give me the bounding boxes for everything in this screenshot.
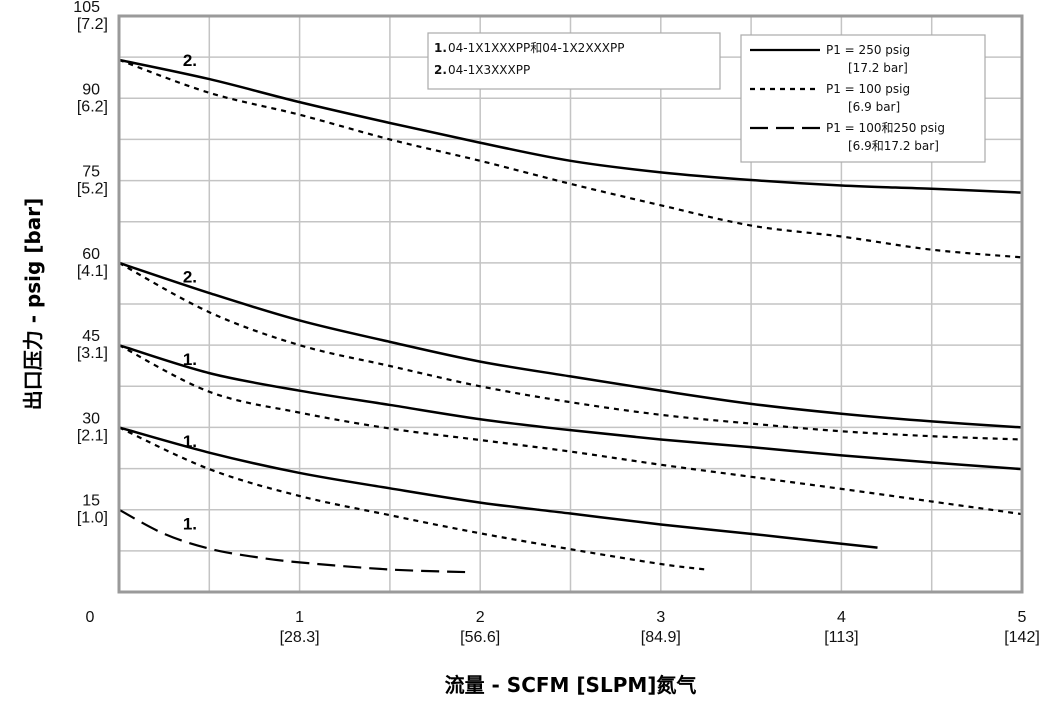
x-axis-title: 流量 - SCFM [SLPM]氮气 [445,673,697,697]
line-style-legend: P1 = 250 psig [17.2 bar] P1 = 100 psig [6.9… [740,34,986,163]
y-tick-label: 30 [82,410,100,427]
plot-frame [117,14,1024,594]
x-tick-label-slpm: [84.9] [641,629,681,646]
y-tick-label: 90 [82,81,100,98]
line-style-legend-box [740,34,986,163]
model-legend-box [427,32,721,90]
y-tick-label-bar: [1.0] [77,510,108,527]
y-axis-title: 出口压力 - psig [bar] [21,198,45,411]
series-line-dotted-8 [118,426,707,571]
series-line-dotted-4 [118,261,1023,441]
x-tick-label: 4 [837,609,846,626]
curve-number-labels: 2. 2. 1. 1. 1. [183,51,197,534]
origin-label: 0 [86,609,95,626]
curve-label: 1. [183,350,197,369]
legend-label-bar: [17.2 bar] [848,61,908,75]
x-tick-label-slpm: [113] [824,629,858,646]
legend-label: P1 = 250 psig [826,43,910,57]
x-tick-label-slpm: [28.3] [280,629,320,646]
y-tick-label: 60 [82,246,100,263]
x-tick-label-slpm: [142] [1004,629,1040,646]
legend-label: P1 = 100和250 psig [826,121,945,135]
series-line-solid-3 [118,261,1023,429]
model-legend-text: 04-1X3XXXPP [448,63,530,77]
model-legend-number: 2. [434,63,447,77]
curve-label: 2. [183,268,197,287]
y-tick-label: 15 [82,493,100,510]
legend-label-bar: [6.9和17.2 bar] [848,139,939,153]
y-axis-ticks: 15[1.0] 30[2.1] 45[3.1] 60[4.1] 75[5.2] 90[6.… [73,0,108,527]
curve-label: 1. [183,514,197,533]
x-tick-label-slpm: [56.6] [460,629,500,646]
x-tick-label: 5 [1018,609,1027,626]
x-tick-label: 1 [295,609,304,626]
y-tick-label-bar: [2.1] [77,427,108,444]
y-tick-label: 75 [82,164,100,181]
series-line-dashed-9 [118,508,472,574]
curve-label: 1. [183,432,197,451]
y-tick-label-bar: [3.1] [77,345,108,362]
series-line-solid-1 [118,58,1023,194]
y-tick-label-bar: [5.2] [77,181,108,198]
curve-label: 2. [183,51,197,70]
model-legend-text: 04-1X1XXXPP和04-1X2XXXPP [448,41,624,55]
model-legend-number: 1. [434,41,447,55]
series-line-dotted-2 [118,58,1023,259]
series-line-solid-5 [118,343,1023,471]
y-tick-label-bar: [6.2] [77,98,108,115]
legend-label: P1 = 100 psig [826,82,910,96]
curve-series [118,58,1023,574]
y-tick-label: 105 [73,0,100,16]
x-tick-label: 3 [656,609,665,626]
y-tick-label-bar: [4.1] [77,263,108,280]
series-line-solid-7 [118,426,878,549]
x-tick-label: 2 [476,609,485,626]
legend-label-bar: [6.9 bar] [848,100,900,114]
y-tick-label: 45 [82,328,100,345]
x-axis-ticks: 1 [28.3] 2 [56.6] 3 [84.9] 4 [113] 5 [142] [280,609,1040,646]
y-tick-label-bar: [7.2] [77,16,108,33]
